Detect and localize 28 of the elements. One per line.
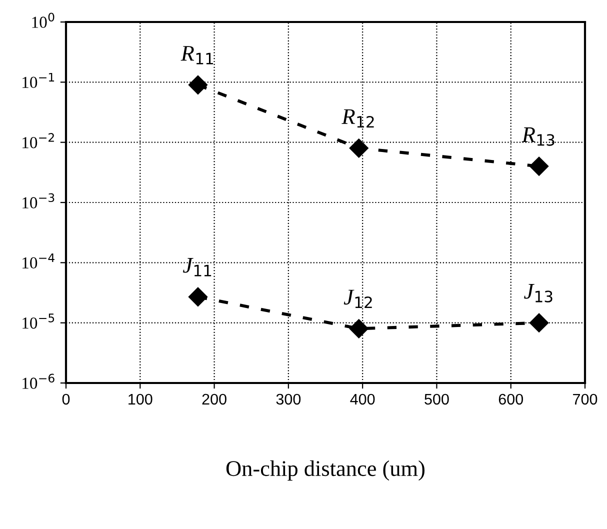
x-axis-title: On-chip distance (um) [226,460,424,481]
x-tick-label: 700 [573,394,598,405]
y-tick-label: 10$^{−5}$ [22,314,54,329]
x-tick-label: 100 [128,394,152,405]
point [349,138,368,158]
annotation: R$_{12}$ [342,109,374,128]
y-tick-label: 10$^{−1}$ [22,72,54,88]
x-tick-label: 600 [498,394,524,405]
point [530,313,549,332]
x-tick-label: 0 [62,394,70,405]
y-tick-label: 10$^{−2}$ [22,133,54,148]
annotation: J$_{12}$ [344,290,372,308]
y-tick-label: 10$^{−4}$ [22,253,54,269]
annotation: J$_{13}$ [524,284,552,302]
point [188,287,208,306]
point [188,75,208,94]
point [530,156,549,176]
y-tick-label: 10$^{0}$ [32,12,54,28]
y-tick-label: 10$^{−6}$ [22,374,54,389]
x-tick-label: 500 [424,394,449,405]
x-tick-label: 300 [276,394,301,405]
point [349,319,368,338]
y-tick-label: 10$^{−3}$ [22,193,54,208]
x-tick-label: 400 [350,394,375,405]
annotation: R$_{13}$ [522,127,554,146]
annotation: R$_{11}$ [180,46,214,64]
annotation: J$_{11}$ [182,258,212,276]
x-tick-label: 200 [202,394,226,405]
